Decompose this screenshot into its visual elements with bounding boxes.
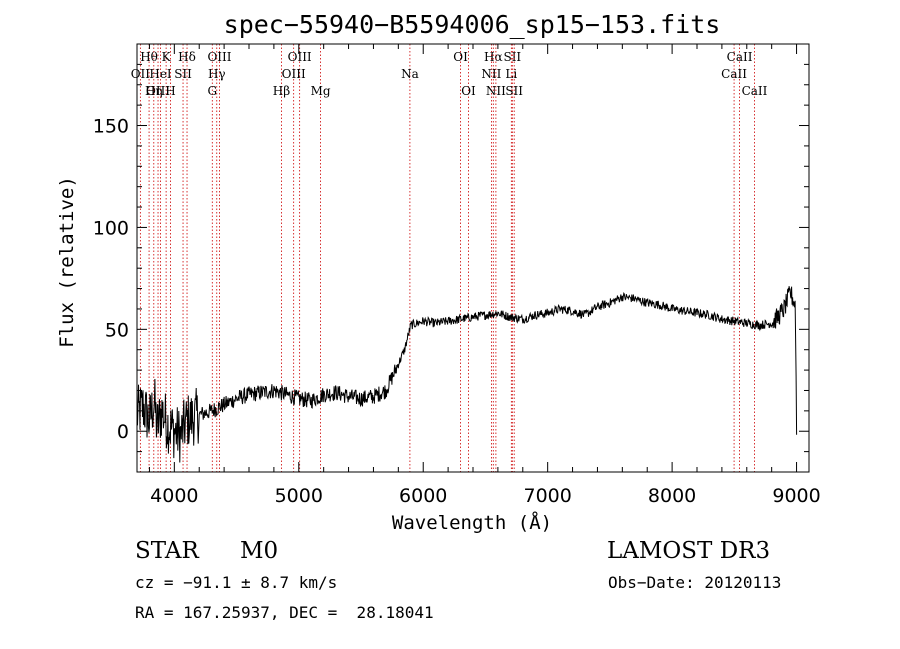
object-subclass: M0 (240, 538, 279, 564)
spectrum-line (136, 286, 798, 463)
chart-title: spec−55940−B5594006_sp15−153.fits (224, 10, 721, 39)
obs-date: Obs−Date: 20120113 (608, 573, 782, 592)
spectral-line-label: OII (131, 67, 151, 81)
y-tick-label: 0 (117, 421, 129, 443)
spectral-line-label: Li (505, 67, 517, 81)
y-axis-label: Flux (relative) (56, 176, 78, 348)
spectral-line-label: OI (461, 84, 476, 98)
x-tick-label: 6000 (399, 485, 447, 507)
y-tick-label: 100 (93, 217, 129, 239)
spectral-line-label: Hα (484, 50, 503, 64)
spectral-line-label: NII (486, 84, 506, 98)
spectral-line-label: G (207, 84, 217, 98)
x-tick-label: 8000 (648, 485, 696, 507)
spectral-lines: Hθ OII OIII K HeI Hη SII H Hδ OIII Hγ G Hβ OIII OIII Mg… (131, 44, 768, 472)
spectral-line-label: HeI (149, 67, 172, 81)
survey-label: LAMOST DR3 (607, 538, 771, 564)
spectral-line-label: OIII (282, 67, 306, 81)
redshift-text: cz = −91.1 ± 8.7 km/s (135, 573, 338, 592)
spectral-line-label: Mg (311, 84, 331, 98)
spectral-line-label: SII (503, 50, 521, 64)
object-class: STAR (135, 538, 199, 564)
spectral-line-label: Hδ (178, 50, 196, 64)
spectral-line-label: CaII (721, 67, 747, 81)
spectral-line-label: K (162, 50, 172, 64)
spectral-line-label: Hβ (273, 84, 290, 98)
x-tick-label: 9000 (772, 485, 820, 507)
spectral-line-label: SII (505, 84, 523, 98)
axis-ticks: 4000 5000 6000 7000 8000 9000 0 50 100 150 (93, 44, 821, 507)
x-tick-label: 5000 (275, 485, 323, 507)
x-tick-label: 7000 (523, 485, 571, 507)
coordinates: RA = 167.25937, DEC = 28.18041 (135, 603, 434, 622)
spectral-line-label: NII (481, 67, 501, 81)
y-tick-label: 150 (93, 116, 129, 138)
x-axis-label: Wavelength (Å) (392, 511, 552, 534)
spectral-line-label: OIII (288, 50, 312, 64)
spectral-line-label: CaII (742, 84, 768, 98)
spectral-line-label: Na (401, 67, 419, 81)
x-tick-label: 4000 (150, 485, 198, 507)
spectral-line-label: Hθ (140, 50, 158, 64)
spectral-line-label: OIII (207, 50, 231, 64)
plot-frame (136, 43, 810, 473)
spectral-line-label: OI (453, 50, 468, 64)
spectral-line-label: Hγ (208, 67, 226, 81)
spectral-line-label: Hη (145, 84, 163, 98)
spectral-line-label: CaII (727, 50, 753, 64)
series-layer (136, 286, 798, 463)
spectral-line-label: SII (174, 67, 192, 81)
spectral-line-label: H (165, 84, 175, 98)
spectral-line-label: OIII (146, 84, 170, 98)
y-tick-label: 50 (105, 319, 129, 341)
